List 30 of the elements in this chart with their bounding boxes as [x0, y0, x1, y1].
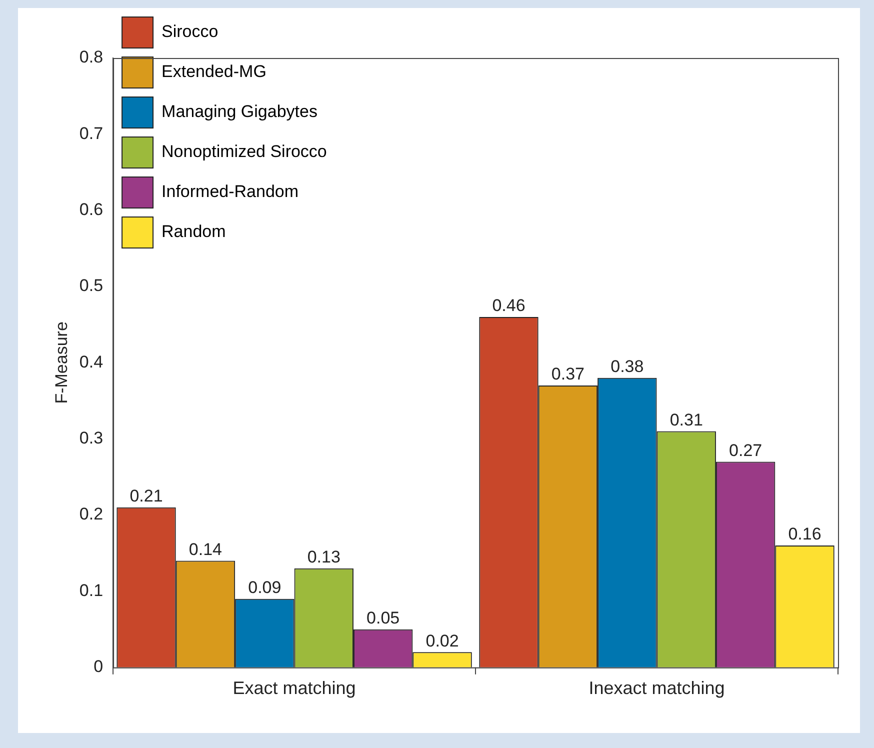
- y-tick-label: 0: [94, 657, 104, 676]
- y-tick-label: 0.2: [79, 504, 104, 524]
- x-tick-label: Exact matching: [232, 678, 356, 698]
- legend-label: Nonoptimized Sirocco: [162, 142, 327, 162]
- y-tick-label: 0.6: [79, 200, 104, 220]
- data-label: 0.09: [248, 578, 282, 598]
- data-label: 0.38: [610, 357, 644, 376]
- data-label: 0.31: [670, 410, 703, 430]
- data-label: 0.46: [492, 296, 526, 316]
- y-tick-label: 0.7: [79, 124, 104, 143]
- legend-label: Extended-MG: [162, 62, 266, 82]
- legend-label: Sirocco: [162, 22, 218, 42]
- data-label: 0.02: [426, 631, 459, 650]
- y-tick-label: 0.4: [79, 352, 104, 372]
- data-label: 0.27: [729, 440, 762, 460]
- data-label: 0.16: [788, 524, 822, 544]
- y-tick-label: 0.1: [79, 580, 104, 600]
- legend-label: Managing Gigabytes: [162, 102, 318, 122]
- legend-label: Informed-Random: [162, 182, 299, 202]
- legend-label: Random: [162, 222, 226, 242]
- y-tick-label: 0.8: [79, 48, 104, 67]
- data-label: 0.05: [366, 608, 400, 628]
- data-label: 0.21: [130, 486, 163, 506]
- data-label: 0.13: [307, 548, 340, 567]
- y-axis-title: F-Measure: [52, 322, 71, 404]
- data-label: 0.37: [551, 364, 584, 384]
- data-label: 0.14: [188, 540, 222, 559]
- y-tick-label: 0.5: [79, 276, 104, 296]
- y-tick-label: 0.3: [79, 428, 104, 448]
- x-tick-label: Inexact matching: [588, 678, 725, 698]
